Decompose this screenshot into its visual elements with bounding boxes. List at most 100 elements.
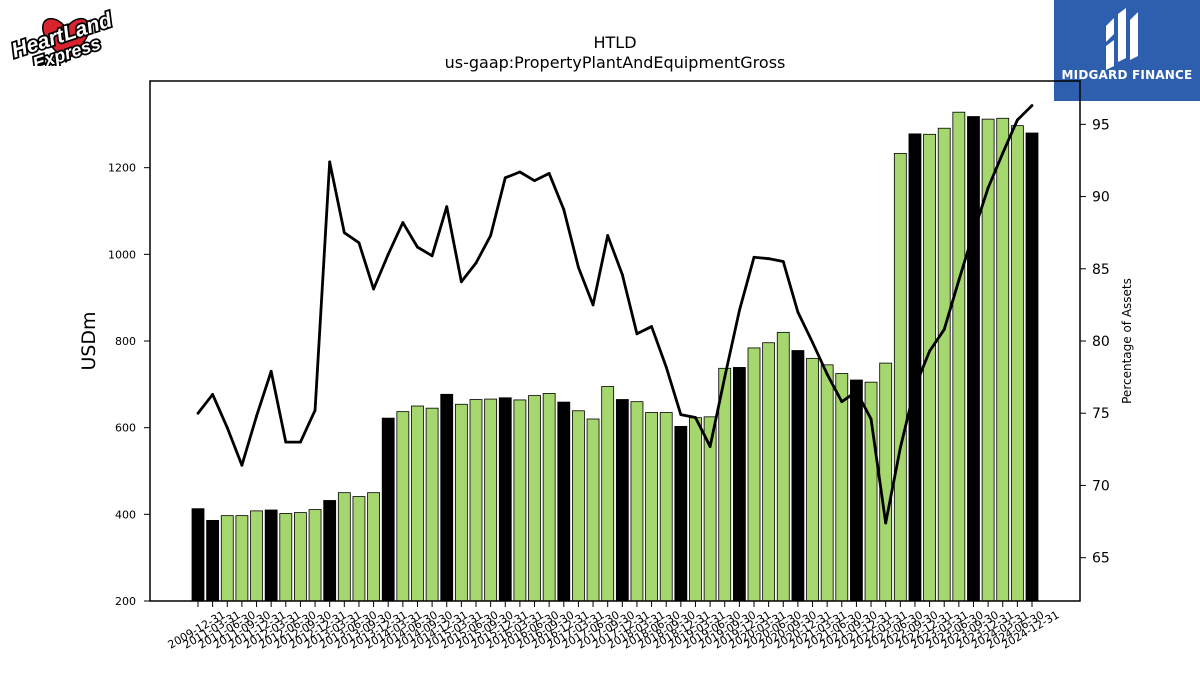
line-point (723, 375, 727, 379)
line-point (211, 393, 215, 396)
line-point (942, 328, 946, 331)
bar (674, 425, 688, 602)
line-point (533, 179, 536, 183)
bars-layer (191, 111, 1039, 602)
y2-tick-label: 85 (1092, 262, 1110, 278)
bar (893, 152, 907, 602)
bar (469, 399, 483, 602)
line-point (591, 303, 595, 307)
line-point (664, 365, 668, 369)
y-axis-left: 200 400 600 800 1000 1200 (108, 162, 150, 608)
bar (484, 398, 498, 602)
bar (1025, 132, 1039, 602)
bar (747, 347, 761, 602)
line-point (972, 231, 975, 235)
chart-subtitle: us-gaap:PropertyPlantAndEquipmentGross (445, 53, 786, 72)
line-point (855, 390, 858, 393)
line-point (898, 446, 902, 450)
line-point (342, 231, 346, 235)
bar (367, 492, 380, 602)
line-point (255, 414, 258, 418)
line-point (489, 234, 493, 237)
line-point (518, 170, 522, 174)
chart-title: HTLD (593, 33, 636, 52)
y2-axis-label: Percentage of Assets (1120, 278, 1134, 404)
y-tick-label: 1000 (108, 248, 136, 261)
line-point (401, 221, 405, 224)
line-point (840, 400, 844, 404)
y2-tick-label: 75 (1092, 406, 1110, 422)
bar (337, 492, 351, 602)
line-point (635, 332, 639, 336)
bar (425, 407, 439, 602)
bar (528, 395, 541, 602)
line-point (357, 241, 361, 245)
bar (776, 331, 790, 602)
line-point (269, 369, 273, 373)
line-point (240, 463, 244, 467)
line-point (386, 252, 390, 256)
line-point (869, 417, 873, 421)
bar (206, 520, 220, 602)
line-point (767, 257, 771, 261)
bar (323, 500, 337, 602)
bar (689, 417, 702, 602)
line-point (811, 341, 814, 344)
bar (908, 133, 922, 602)
bar (864, 381, 878, 602)
bar (762, 342, 776, 602)
logo-right-text: MIDGARD FINANCE (1061, 68, 1193, 82)
bar (952, 111, 966, 602)
line-point (752, 255, 756, 259)
bar (601, 386, 615, 602)
line-point (430, 254, 434, 258)
midgard-finance-logo: MIDGARD FINANCE (1054, 0, 1200, 101)
bar (381, 417, 395, 602)
line-point (459, 280, 463, 284)
line-point (708, 445, 712, 448)
bar (791, 350, 805, 602)
y2-tick-label: 95 (1092, 117, 1110, 133)
line-point (474, 261, 478, 265)
line-point (196, 411, 200, 415)
line-point (825, 372, 829, 376)
bar (411, 405, 424, 602)
line-point (562, 208, 566, 211)
y2-tick-label: 80 (1092, 334, 1110, 350)
line-point (328, 160, 332, 164)
y2-tick-label: 70 (1092, 478, 1110, 494)
line-point (737, 309, 741, 313)
line-point (1015, 118, 1019, 122)
bar (806, 357, 819, 602)
line-point (884, 521, 888, 525)
line-point (225, 426, 229, 430)
bar (967, 116, 980, 602)
bar (542, 393, 556, 602)
line-point (781, 260, 785, 263)
line-point (606, 234, 610, 237)
bar (294, 512, 307, 602)
bar (498, 397, 512, 602)
line-point (1030, 104, 1034, 107)
y-tick-label: 200 (115, 595, 136, 608)
y-tick-label: 800 (115, 335, 136, 348)
bar (440, 393, 454, 602)
bar (557, 401, 571, 602)
line-point (503, 176, 507, 180)
y2-tick-label: 90 (1092, 190, 1110, 206)
y-tick-label: 600 (115, 422, 136, 435)
line-point (913, 385, 917, 389)
bar (586, 418, 600, 602)
line-point (284, 440, 288, 444)
line-point (620, 273, 624, 276)
line-point (372, 287, 375, 291)
bar (996, 117, 1010, 602)
bar (352, 496, 366, 602)
y2-tick-label: 65 (1092, 551, 1110, 567)
line-point (299, 440, 302, 444)
bar (308, 509, 322, 602)
bar (220, 515, 234, 602)
line-point (650, 325, 653, 328)
x-axis: 2009-12-312011-03-312011-06-302011-09-30… (166, 601, 1062, 652)
